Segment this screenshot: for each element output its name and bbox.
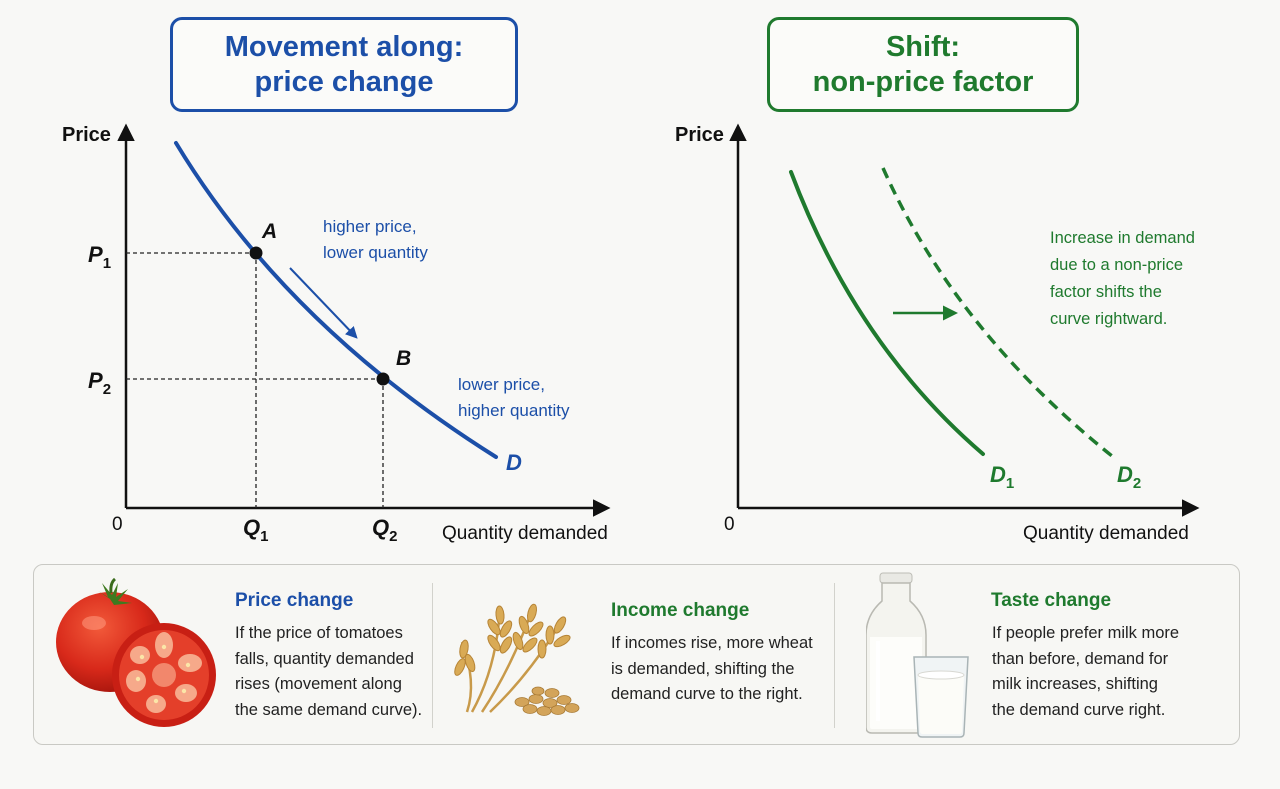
shift-title: Shift: non-price factor (767, 17, 1079, 112)
income-change-line: demand curve to the right. (611, 685, 803, 703)
income-change-text: If incomes rise, more wheat is demanded,… (611, 631, 813, 708)
point-a (249, 246, 263, 260)
p2-label: P2 (88, 368, 111, 398)
price-change-line: the same demand curve). (235, 700, 423, 719)
taste-change-line: than before, demand for (992, 649, 1169, 668)
annotation-upper: higher price, lower quantity (323, 217, 428, 262)
q2-label: Q2 (372, 515, 397, 545)
demand-diagrams: Price Quantity demanded 0 A B P1 P2 Q1 Q… (62, 123, 1200, 545)
wheat-icon (454, 603, 580, 716)
price-change-line: rises (movement along (235, 675, 402, 693)
movement-title-line-1: Movement along: (224, 30, 464, 63)
curve-d2-label: D2 (1117, 462, 1141, 492)
income-change-line: is demanded, shifting the (611, 659, 795, 678)
price-change-text: If the price of tomatoes falls, quantity… (235, 621, 422, 723)
price-change-title: Price change (235, 590, 354, 611)
shift-chart: Price Quantity demanded 0 D1 D2 Increase… (675, 123, 1200, 544)
shift-title-line-1: Shift: (885, 30, 961, 63)
p1-label: P1 (88, 242, 111, 272)
right-x-axis-label: Quantity demanded (1023, 523, 1189, 544)
milk-icon (866, 572, 969, 738)
shift-annotation: Increase in demand due to a non-price fa… (1050, 229, 1200, 328)
income-change-title: Income change (611, 600, 750, 621)
demand-curve-d (174, 141, 498, 459)
examples-panel: Price change If the price of tomatoes fa… (33, 564, 1240, 745)
curve-d1-label: D1 (990, 462, 1014, 492)
demand-curve-d1 (789, 170, 985, 456)
movement-along-title: Movement along: price change (170, 17, 518, 112)
taste-change-line: milk increases, shifting (992, 675, 1158, 693)
q1-label: Q1 (243, 515, 268, 545)
tomato-icon (56, 577, 216, 727)
point-a-label: A (261, 220, 277, 243)
right-origin-label: 0 (724, 514, 735, 535)
price-change-line: falls, quantity demanded (235, 649, 414, 668)
annotation-lower: lower price, higher quantity (458, 375, 570, 420)
divider-1 (432, 583, 433, 728)
taste-change-title: Taste change (991, 590, 1112, 611)
left-y-axis-label: Price (62, 124, 111, 146)
movement-along-chart: Price Quantity demanded 0 A B P1 P2 Q1 Q… (62, 123, 611, 545)
point-b (376, 372, 390, 386)
taste-change-line: If people prefer milk more (992, 624, 1180, 642)
taste-change-line: the demand curve right. (992, 700, 1166, 719)
divider-2 (834, 583, 835, 728)
point-b-label: B (396, 347, 411, 370)
movement-arrow (289, 267, 358, 339)
taste-change-text: If people prefer milk more than before, … (992, 621, 1179, 723)
left-x-axis-label: Quantity demanded (442, 523, 608, 544)
price-change-line: If the price of tomatoes (235, 624, 403, 642)
right-y-axis-label: Price (675, 124, 724, 146)
curve-d-label: D (506, 450, 522, 475)
left-origin-label: 0 (112, 514, 123, 535)
movement-title-line-2: price change (254, 65, 434, 98)
shift-title-line-2: non-price factor (812, 65, 1034, 98)
income-change-line: If incomes rise, more wheat (611, 634, 813, 652)
